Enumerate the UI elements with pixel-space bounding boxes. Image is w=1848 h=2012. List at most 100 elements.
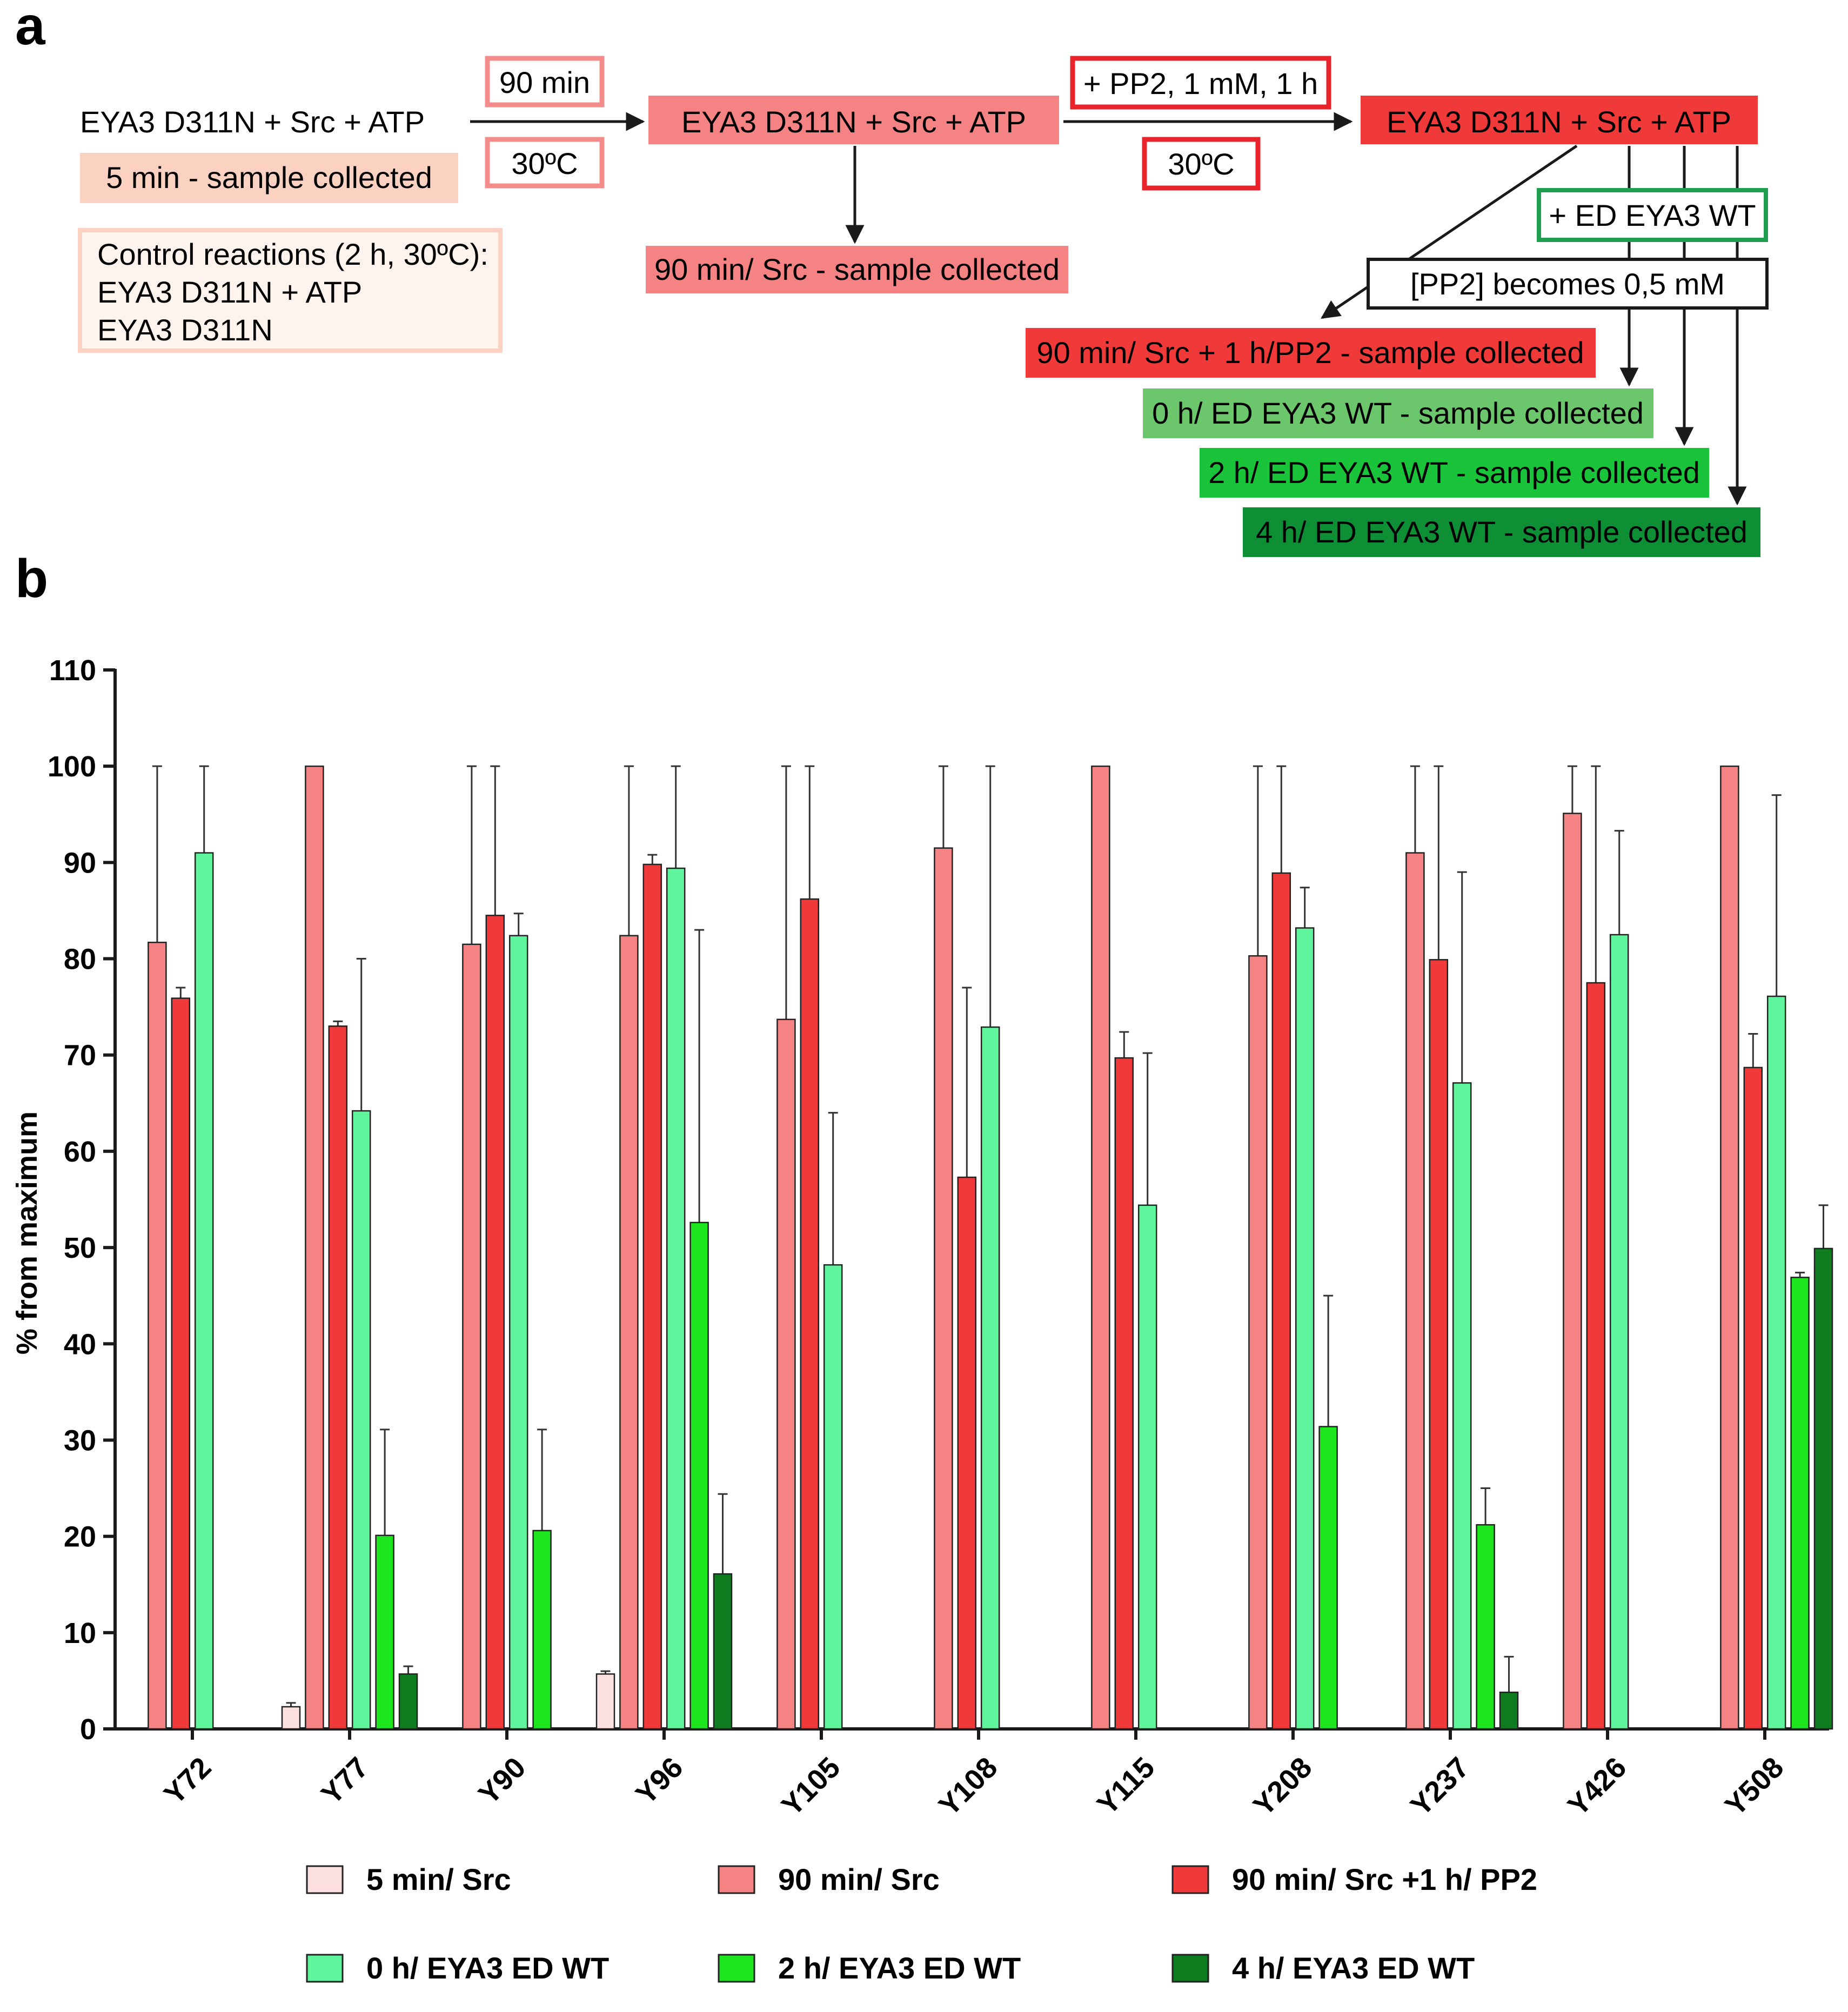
pp2-note-box	[1367, 258, 1769, 310]
legend-swatch	[1171, 1865, 1209, 1894]
legend-swatch	[1171, 1954, 1209, 1983]
bar-Y508-series-5	[1790, 1277, 1810, 1730]
y-tick-label: 80	[64, 943, 96, 976]
bar-Y77-series-4	[351, 1110, 371, 1730]
legend-label: 90 min/ Src	[778, 1862, 940, 1896]
bar-Y508-series-4	[1766, 995, 1786, 1730]
bar-Y77-series-5	[375, 1534, 394, 1730]
control-reactions-box	[78, 228, 503, 353]
bar-Y426-series-3	[1586, 982, 1606, 1730]
start-reaction-text: EYA3 D311N + Src + ATP	[80, 105, 425, 139]
bar-Y72-series-2	[148, 942, 167, 1730]
legend-swatch	[718, 1865, 755, 1894]
bar-Y96-series-2	[619, 935, 639, 1730]
bar-Y77-series-6	[398, 1673, 418, 1730]
y-tick-label: 70	[64, 1039, 96, 1072]
sample-4h-label: 4 h/ ED EYA3 WT - sample collected	[1256, 515, 1747, 549]
y-axis-label: % from maximum	[11, 1111, 43, 1354]
legend: 5 min/ Src 90 min/ Src 90 min/ Src +1 h/ P…	[306, 1862, 1537, 1985]
control-line-2: EYA3 D311N	[97, 313, 273, 347]
legend-label: 90 min/ Src +1 h/ PP2	[1232, 1862, 1537, 1896]
sample-pp2-box	[1026, 328, 1596, 378]
bar-Y77-series-2	[305, 765, 324, 1730]
bar-Y105-series-4	[823, 1264, 843, 1730]
sample-4h-box	[1243, 507, 1760, 557]
mid-reaction-box	[648, 96, 1059, 144]
y-tick-label: 10	[64, 1617, 96, 1649]
bar-Y426-series-4	[1609, 934, 1629, 1730]
bar-chart: 0 10 20 30 40 50 60 70 80 90 100 110 Y72 Y77 Y90 Y96 Y10…	[48, 654, 1833, 1822]
bar-Y426-series-2	[1563, 813, 1582, 1730]
x-tick-label: Y90	[472, 1751, 532, 1810]
x-tick-label: Y115	[1091, 1751, 1161, 1821]
y-tick-label: 90	[64, 847, 96, 879]
step1-temp-label: 30ºC	[511, 146, 578, 180]
y-tick-label: 100	[48, 750, 96, 783]
bar-Y208-series-2	[1248, 955, 1268, 1730]
step2-add-box	[1070, 56, 1331, 110]
x-tick-label: Y105	[775, 1751, 847, 1822]
bar-Y508-series-3	[1743, 1067, 1763, 1730]
step1-temp-box	[485, 137, 605, 189]
bar-Y108-series-2	[934, 847, 953, 1730]
end-reaction-box	[1361, 96, 1758, 144]
mid-sample-box	[646, 246, 1068, 293]
bar-Y96-series-1	[595, 1673, 615, 1730]
bar-Y90-series-5	[532, 1530, 552, 1730]
x-tick-label: Y237	[1404, 1751, 1476, 1822]
bar-Y115-series-4	[1137, 1204, 1157, 1730]
step2-add-label: + PP2, 1 mM, 1 h	[1083, 66, 1318, 100]
bar-Y208-series-3	[1271, 872, 1291, 1730]
x-tick-label: Y72	[158, 1751, 217, 1810]
bar-Y237-series-5	[1476, 1524, 1495, 1730]
bar-Y237-series-4	[1452, 1082, 1472, 1730]
arrow-to-pp2-sample	[1321, 144, 1578, 319]
legend-label: 2 h/ EYA3 ED WT	[778, 1951, 1021, 1985]
x-tick-label: Y508	[1719, 1751, 1790, 1822]
panel-b-letter: b	[15, 548, 48, 609]
bar-Y115-series-2	[1091, 765, 1110, 1730]
bar-Y237-series-6	[1499, 1692, 1519, 1730]
x-tick-label: Y77	[315, 1751, 374, 1810]
bar-Y115-series-3	[1114, 1057, 1134, 1730]
start-sample-label: 5 min - sample collected	[106, 160, 432, 195]
y-tick-label: 30	[64, 1424, 96, 1457]
x-tick-label: Y108	[933, 1751, 1004, 1822]
bar-Y96-series-6	[713, 1573, 733, 1730]
bar-Y108-series-4	[980, 1026, 1000, 1730]
step2-temp-box	[1142, 137, 1261, 191]
legend-label: 5 min/ Src	[366, 1862, 511, 1896]
start-sample-box	[80, 153, 458, 203]
bar-Y508-series-2	[1720, 765, 1739, 1730]
sample-2h-box	[1200, 448, 1709, 498]
legend-swatch	[718, 1954, 755, 1983]
end-reaction-text: EYA3 D311N + Src + ATP	[1387, 105, 1731, 139]
legend-label: 4 h/ EYA3 ED WT	[1232, 1951, 1475, 1985]
sample-pp2-label: 90 min/ Src + 1 h/PP2 - sample collected	[1036, 336, 1584, 370]
bar-Y90-series-4	[508, 935, 528, 1730]
mid-reaction-text: EYA3 D311N + Src + ATP	[681, 105, 1026, 139]
legend-label: 0 h/ EYA3 ED WT	[366, 1951, 609, 1985]
bar-Y108-series-3	[957, 1176, 977, 1730]
pp2-note-label: [PP2] becomes 0,5 mM	[1410, 267, 1725, 301]
control-title: Control reactions (2 h, 30ºC):	[97, 237, 488, 271]
y-tick-label: 110	[49, 654, 96, 687]
legend-swatch	[306, 1865, 344, 1894]
bar-Y90-series-2	[462, 943, 481, 1730]
y-tick-label: 50	[64, 1232, 96, 1264]
bar-Y105-series-3	[800, 898, 820, 1730]
legend-swatch	[306, 1954, 344, 1983]
bar-Y208-series-4	[1295, 927, 1315, 1730]
bar-Y96-series-4	[666, 867, 686, 1730]
x-tick-label: Y208	[1247, 1751, 1318, 1822]
add-ed-label: + ED EYA3 WT	[1549, 198, 1756, 232]
bar-Y208-series-5	[1318, 1426, 1338, 1730]
bar-Y237-series-3	[1429, 959, 1449, 1730]
bar-Y105-series-2	[776, 1018, 796, 1730]
bar-Y72-series-3	[171, 997, 191, 1730]
y-tick-label: 40	[64, 1328, 96, 1360]
bar-Y72-series-4	[194, 852, 214, 1730]
control-line-1: EYA3 D311N + ATP	[97, 275, 362, 309]
step2-temp-label: 30ºC	[1168, 147, 1234, 181]
bar-Y96-series-3	[642, 863, 662, 1730]
